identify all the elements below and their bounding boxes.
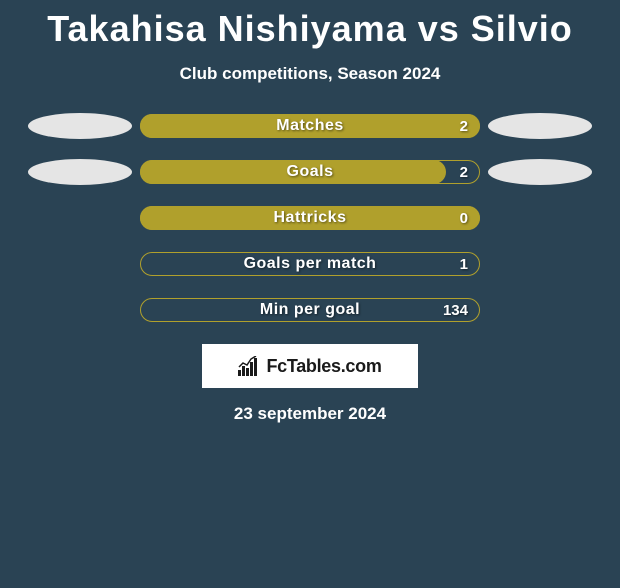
logo-text: FcTables.com [266, 356, 381, 377]
date-label: 23 september 2024 [0, 404, 620, 424]
stat-row: Goals2 [0, 160, 620, 184]
player-avatar-right [488, 159, 592, 185]
stat-bar: Goals2 [140, 160, 480, 184]
player-avatar-left [28, 113, 132, 139]
stat-label: Goals [140, 160, 480, 184]
page-title: Takahisa Nishiyama vs Silvio [0, 8, 620, 50]
stat-label: Hattricks [140, 206, 480, 230]
stat-bar: Goals per match1 [140, 252, 480, 276]
stat-bar: Matches2 [140, 114, 480, 138]
stat-bar: Hattricks0 [140, 206, 480, 230]
stat-row: Hattricks0 [0, 206, 620, 230]
stat-value: 2 [460, 160, 468, 184]
avatar-slot-right [480, 113, 600, 139]
player-avatar-left [28, 159, 132, 185]
avatar-slot-right [480, 159, 600, 185]
stat-value: 2 [460, 114, 468, 138]
stat-label: Goals per match [140, 252, 480, 276]
avatar-slot-left [20, 113, 140, 139]
stat-value: 134 [443, 298, 468, 322]
stat-label: Min per goal [140, 298, 480, 322]
avatar-slot-left [20, 159, 140, 185]
stat-row: Min per goal134 [0, 298, 620, 322]
stat-row: Goals per match1 [0, 252, 620, 276]
subtitle: Club competitions, Season 2024 [0, 64, 620, 84]
stat-label: Matches [140, 114, 480, 138]
player-avatar-right [488, 113, 592, 139]
stat-bar: Min per goal134 [140, 298, 480, 322]
fctables-logo: FcTables.com [202, 344, 418, 388]
bar-chart-icon [238, 356, 260, 376]
stat-value: 0 [460, 206, 468, 230]
stat-row: Matches2 [0, 114, 620, 138]
stat-rows-container: Matches2Goals2Hattricks0Goals per match1… [0, 114, 620, 322]
stat-value: 1 [460, 252, 468, 276]
